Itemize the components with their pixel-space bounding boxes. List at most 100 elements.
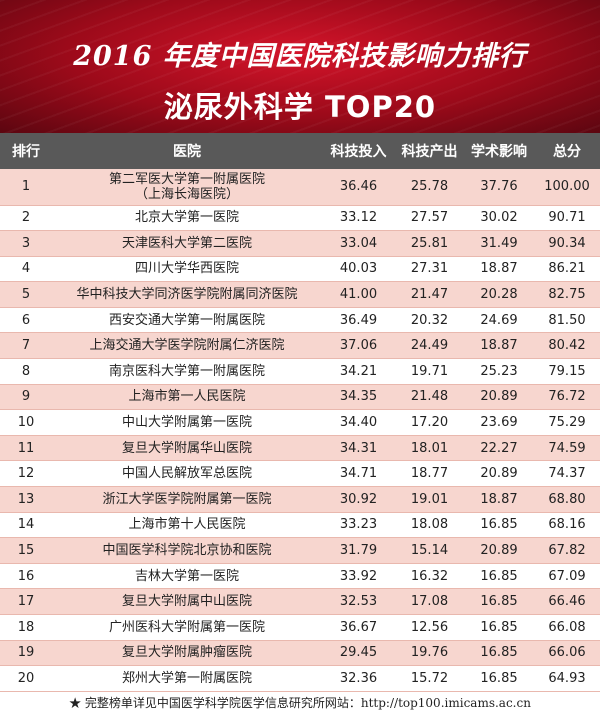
rank-cell: 5: [0, 281, 52, 308]
col-header-total: 总分: [553, 144, 581, 160]
impact-cell: 18.87: [464, 486, 534, 513]
rank-cell: 20: [0, 665, 52, 692]
col-header-hospital: 医院: [173, 144, 201, 160]
hospital-name: 南京医科大学第一附属医院: [108, 363, 265, 379]
hospital-name: 郑州大学第一附属医院: [121, 670, 252, 686]
rank-cell: 10: [0, 409, 52, 436]
impact-cell: 30.02: [464, 205, 534, 232]
hospital-cell: 上海市第一人民医院: [52, 384, 322, 411]
hospital-cell: 中国医学科学院北京协和医院: [52, 537, 322, 564]
hospital-cell: 郑州大学第一附属医院: [52, 665, 322, 692]
total-cell: 67.82: [534, 537, 600, 564]
total-cell: 67.09: [534, 563, 600, 590]
rank-cell: 3: [0, 230, 52, 257]
table-row: 17 复旦大学附属中山医院 32.53 17.08 16.85 66.46: [0, 588, 600, 615]
hospital-alias: （上海长海医院）: [134, 186, 239, 202]
hospital-cell: 北京大学第一医院: [52, 205, 322, 232]
hospital-cell: 西安交通大学第一附属医院: [52, 307, 322, 334]
output-cell: 18.08: [395, 512, 464, 539]
rank-cell: 13: [0, 486, 52, 513]
banner-header: 2016 年度中国医院科技影响力排行 泌尿外科学 TOP20: [0, 0, 600, 133]
input-cell: 33.92: [322, 563, 395, 590]
hospital-name: 广州医科大学附属第一医院: [108, 619, 265, 635]
rank-cell: 15: [0, 537, 52, 564]
hospital-name: 第二军医大学第一附属医院: [108, 171, 265, 187]
hospital-cell: 四川大学华西医院: [52, 256, 322, 283]
input-cell: 32.53: [322, 588, 395, 615]
output-cell: 19.71: [395, 358, 464, 385]
hospital-cell: 广州医科大学附属第一医院: [52, 614, 322, 641]
hospital-cell: 中国人民解放军总医院: [52, 460, 322, 488]
output-cell: 15.14: [395, 537, 464, 564]
input-cell: 34.71: [322, 460, 395, 488]
total-cell: 66.06: [534, 640, 600, 667]
input-cell: 34.31: [322, 435, 395, 462]
table-row: 18 广州医科大学附属第一医院 36.67 12.56 16.85 66.08: [0, 614, 600, 641]
hospital-name: 复旦大学附属华山医院: [121, 440, 252, 456]
table-row: 14 上海市第十人民医院 33.23 18.08 16.85 68.16: [0, 512, 600, 539]
input-cell: 30.92: [322, 486, 395, 513]
impact-cell: 16.85: [464, 614, 534, 641]
output-cell: 20.32: [395, 307, 464, 334]
hospital-name: 上海市第十人民医院: [128, 517, 246, 533]
table-body: 1 第二军医大学第一附属医院 （上海长海医院） 36.46 25.78 37.76 100.…: [0, 169, 600, 692]
input-cell: 31.79: [322, 537, 395, 564]
impact-cell: 20.89: [464, 537, 534, 564]
hospital-cell: 华中科技大学同济医学院附属同济医院: [52, 281, 322, 308]
hospital-name: 复旦大学附属肿瘤医院: [121, 645, 252, 661]
output-cell: 12.56: [395, 614, 464, 641]
impact-cell: 31.49: [464, 230, 534, 257]
output-cell: 18.01: [395, 435, 464, 462]
input-cell: 33.23: [322, 512, 395, 539]
hospital-cell: 第二军医大学第一附属医院 （上海长海医院）: [52, 169, 322, 206]
total-cell: 66.46: [534, 588, 600, 615]
total-cell: 80.42: [534, 332, 600, 360]
input-cell: 36.46: [322, 169, 395, 206]
table-row: 15 中国医学科学院北京协和医院 31.79 15.14 20.89 67.82: [0, 537, 600, 564]
impact-cell: 24.69: [464, 307, 534, 334]
hospital-cell: 复旦大学附属肿瘤医院: [52, 640, 322, 667]
hospital-name: 天津医科大学第二医院: [121, 235, 252, 251]
total-cell: 90.34: [534, 230, 600, 257]
hospital-cell: 中山大学附属第一医院: [52, 409, 322, 436]
hospital-cell: 复旦大学附属华山医院: [52, 435, 322, 462]
ranking-table: 排行 医院 科技投入 科技产出 学术影响 总分 1 第二军医大学第一附属医院 （上海…: [0, 133, 600, 692]
table-header-row: 排行 医院 科技投入 科技产出 学术影响 总分: [0, 133, 600, 169]
table-row: 9 上海市第一人民医院 34.35 21.48 20.89 76.72: [0, 384, 600, 411]
hospital-cell: 上海交通大学医学院附属仁济医院: [52, 332, 322, 360]
input-cell: 36.49: [322, 307, 395, 334]
input-cell: 33.12: [322, 205, 395, 232]
rank-cell: 8: [0, 358, 52, 385]
total-cell: 64.93: [534, 665, 600, 692]
hospital-name: 浙江大学医学院附属第一医院: [102, 491, 272, 507]
hospital-cell: 吉林大学第一医院: [52, 563, 322, 590]
impact-cell: 20.28: [464, 281, 534, 308]
impact-cell: 23.69: [464, 409, 534, 436]
input-cell: 32.36: [322, 665, 395, 692]
hospital-name: 中国人民解放军总医院: [121, 466, 252, 482]
hospital-name: 上海交通大学医学院附属仁济医院: [89, 338, 285, 354]
impact-cell: 16.85: [464, 588, 534, 615]
output-cell: 17.20: [395, 409, 464, 436]
col-header-impact: 学术影响: [471, 144, 527, 160]
total-cell: 90.71: [534, 205, 600, 232]
output-cell: 16.32: [395, 563, 464, 590]
col-header-rank: 排行: [12, 144, 40, 160]
hospital-cell: 上海市第十人民医院: [52, 512, 322, 539]
rank-cell: 14: [0, 512, 52, 539]
hospital-name: 中山大学附属第一医院: [121, 415, 252, 431]
table-row: 16 吉林大学第一医院 33.92 16.32 16.85 67.09: [0, 563, 600, 590]
table-row: 7 上海交通大学医学院附属仁济医院 37.06 24.49 18.87 80.42: [0, 332, 600, 360]
input-cell: 34.40: [322, 409, 395, 436]
rank-cell: 12: [0, 460, 52, 488]
impact-cell: 16.85: [464, 640, 534, 667]
table-row: 3 天津医科大学第二医院 33.04 25.81 31.49 90.34: [0, 230, 600, 257]
rank-cell: 18: [0, 614, 52, 641]
rank-cell: 16: [0, 563, 52, 590]
table-row: 4 四川大学华西医院 40.03 27.31 18.87 86.21: [0, 256, 600, 283]
rank-cell: 9: [0, 384, 52, 411]
total-cell: 74.37: [534, 460, 600, 488]
hospital-cell: 南京医科大学第一附属医院: [52, 358, 322, 385]
hospital-name: 吉林大学第一医院: [134, 568, 239, 584]
input-cell: 36.67: [322, 614, 395, 641]
